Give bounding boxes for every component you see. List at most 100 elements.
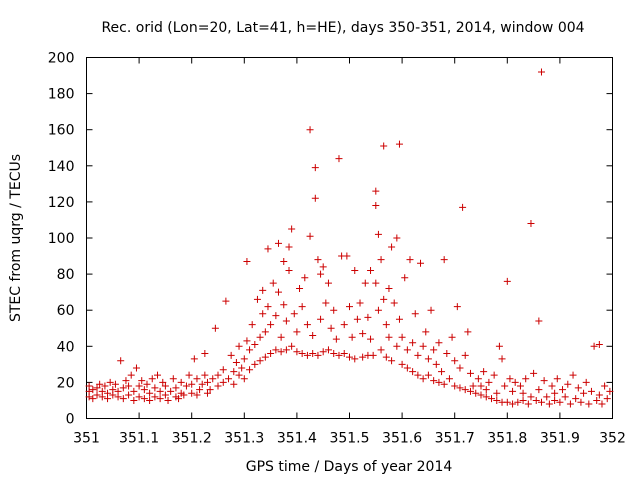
data-point: [361, 279, 369, 287]
data-point: [595, 340, 603, 348]
data-point: [472, 389, 480, 397]
data-point: [161, 382, 169, 390]
data-point: [448, 333, 456, 341]
data-point: [445, 375, 453, 383]
data-point: [590, 342, 598, 350]
data-point: [422, 328, 430, 336]
data-point: [319, 263, 327, 271]
data-point: [227, 351, 235, 359]
data-point: [477, 382, 485, 390]
data-point: [532, 396, 540, 404]
data-point: [359, 330, 367, 338]
data-point: [385, 285, 393, 293]
data-point: [93, 384, 101, 392]
data-point: [188, 380, 196, 388]
y-tick-label: 0: [66, 412, 75, 428]
data-point: [274, 288, 282, 296]
data-point: [306, 126, 314, 134]
data-point: [222, 297, 230, 305]
data-point: [324, 346, 332, 354]
data-point: [240, 375, 248, 383]
data-point: [509, 387, 517, 395]
data-point: [511, 378, 519, 386]
data-point: [495, 342, 503, 350]
data-point: [409, 368, 417, 376]
data-point: [261, 328, 269, 336]
data-point: [127, 371, 135, 379]
data-point: [148, 375, 156, 383]
data-point: [261, 353, 269, 361]
data-point: [522, 375, 530, 383]
data-point: [235, 371, 243, 379]
y-tick-label: 120: [48, 195, 75, 211]
data-point: [490, 371, 498, 379]
data-point: [109, 386, 117, 394]
data-point: [456, 384, 464, 392]
data-point: [232, 359, 240, 367]
data-point: [332, 335, 340, 343]
data-point: [246, 366, 254, 374]
data-point: [267, 350, 275, 358]
data-point: [301, 274, 309, 282]
data-point: [395, 315, 403, 323]
data-point: [364, 313, 372, 321]
data-point: [285, 266, 293, 274]
data-point: [230, 380, 238, 388]
data-point: [311, 194, 319, 202]
data-point: [395, 140, 403, 148]
data-point: [248, 321, 256, 329]
data-point: [459, 203, 467, 211]
data-point: [374, 230, 382, 238]
data-point: [406, 256, 414, 264]
y-tick-label: 140: [48, 159, 75, 175]
data-point: [117, 357, 125, 365]
data-point: [135, 382, 143, 390]
data-point: [132, 364, 140, 372]
data-point: [430, 377, 438, 385]
data-points: [85, 68, 614, 408]
x-axis-label: GPS time / Days of year 2014: [246, 459, 453, 475]
data-point: [503, 277, 511, 285]
data-point: [201, 350, 209, 358]
data-point: [564, 380, 572, 388]
data-point: [140, 386, 148, 394]
data-point: [264, 245, 272, 253]
data-point: [272, 346, 280, 354]
data-point: [440, 256, 448, 264]
data-point: [516, 382, 524, 390]
data-point: [130, 396, 138, 404]
data-point: [551, 389, 559, 397]
data-point: [238, 364, 246, 372]
data-point: [451, 382, 459, 390]
x-tick-label: 351.4: [277, 431, 317, 447]
data-point: [272, 312, 280, 320]
data-point: [601, 382, 609, 390]
data-point: [327, 324, 335, 332]
data-point: [559, 386, 567, 394]
data-point: [293, 348, 301, 356]
data-point: [198, 380, 206, 388]
data-point: [382, 321, 390, 329]
data-point: [206, 386, 214, 394]
data-point: [253, 295, 261, 303]
y-tick-label: 60: [57, 303, 75, 319]
data-point: [193, 391, 201, 399]
data-point: [553, 375, 561, 383]
data-point: [196, 386, 204, 394]
data-point: [393, 234, 401, 242]
data-point: [309, 350, 317, 358]
data-point: [414, 351, 422, 359]
data-point: [130, 387, 138, 395]
data-point: [346, 353, 353, 361]
data-point: [537, 398, 545, 406]
data-point: [324, 279, 332, 287]
data-point: [461, 351, 469, 359]
data-point: [180, 391, 188, 399]
data-point: [122, 377, 130, 385]
data-point: [548, 382, 556, 390]
data-point: [225, 375, 233, 383]
data-point: [203, 389, 211, 397]
data-point: [140, 395, 148, 403]
data-point: [303, 321, 311, 329]
data-point: [390, 299, 398, 307]
